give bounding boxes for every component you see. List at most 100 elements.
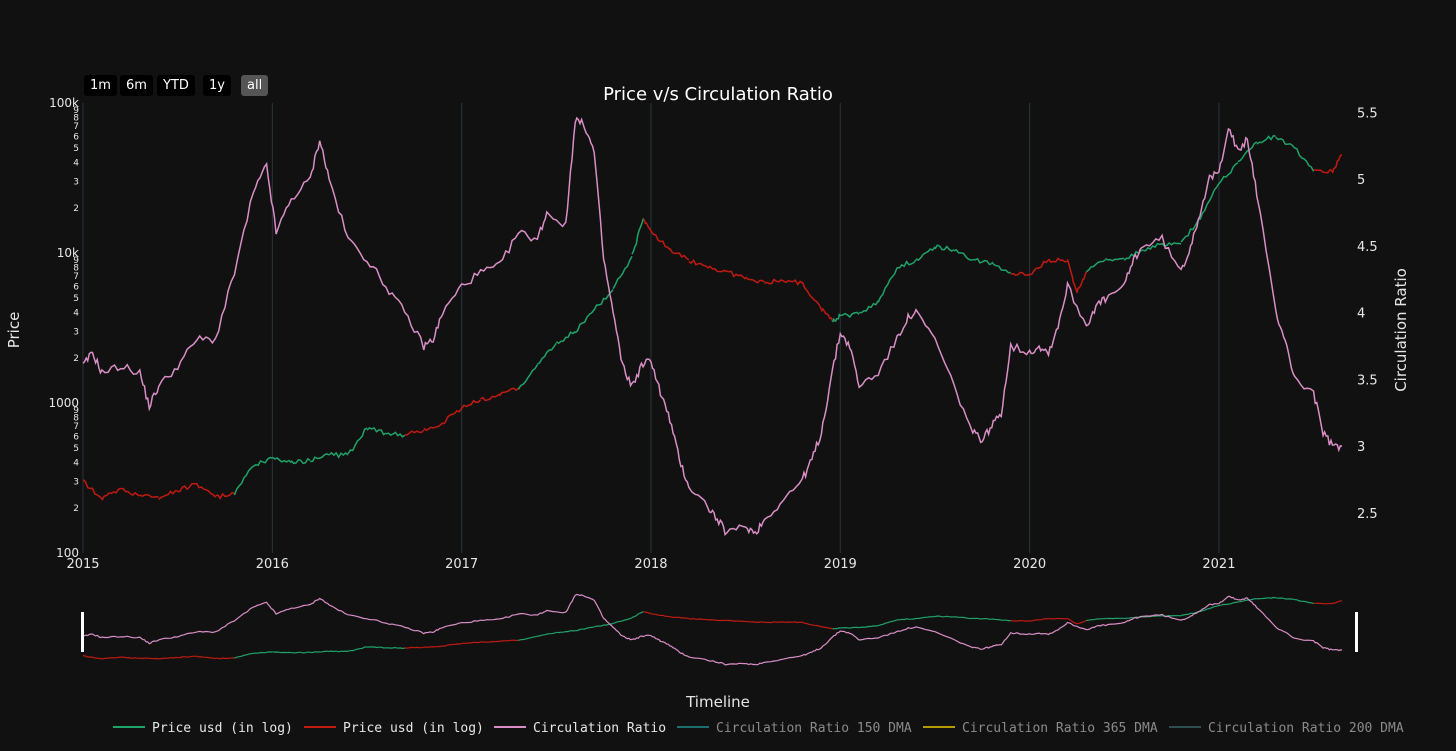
x-tick-2017: 2017 — [445, 557, 478, 572]
y-minor-tick: 2 — [73, 504, 79, 514]
rangeslider-price-segment — [329, 650, 349, 653]
rangeslider-price-segment — [366, 646, 386, 649]
y-minor-tick: 5 — [73, 144, 79, 154]
y-tick-100k: 100k — [49, 96, 79, 110]
rangeslider-price-segment — [991, 618, 1011, 622]
rangeslider-price-segment — [196, 655, 216, 660]
y-minor-tick: 4 — [73, 459, 79, 469]
rangeslider-price-segment — [650, 613, 671, 618]
rangeslider-price-segment — [423, 645, 443, 648]
legend-label: Price usd (in log) — [152, 721, 293, 736]
y-minor-tick: 9 — [73, 406, 79, 416]
price-line-segment — [195, 483, 217, 498]
price-line-segment — [101, 487, 122, 501]
y-minor-tick: 8 — [73, 264, 79, 274]
price-line-segment — [347, 427, 368, 455]
rangeslider-price-segment — [158, 656, 178, 660]
price-line-segment — [536, 342, 557, 365]
y-minor-tick: 2 — [73, 354, 79, 364]
legend-item: Price usd (in log) — [304, 721, 484, 736]
price-line-segment — [460, 399, 482, 410]
rangeslider-price-segment — [518, 635, 538, 641]
y-minor-tick: 3 — [73, 477, 79, 487]
rangeslider-price-segment — [1332, 600, 1342, 605]
rangeslider-price-segment — [272, 651, 292, 654]
price-line-segment — [1143, 242, 1163, 252]
rangeslider-price-segment — [1294, 599, 1314, 605]
price-line-segment — [423, 422, 444, 432]
price-line-segment — [642, 218, 652, 232]
price-line-segment — [801, 281, 823, 310]
rangeslider-price-segment — [82, 655, 102, 660]
price-line-segment — [1275, 136, 1296, 149]
x-tick-2018: 2018 — [634, 557, 667, 572]
rangeslider-price-segment — [1180, 610, 1201, 617]
legend-label: Circulation Ratio 200 DMA — [1208, 721, 1404, 736]
price-line-segment — [271, 456, 292, 464]
rangeslider-price-segment — [291, 651, 311, 654]
y-minor-tick: 6 — [73, 432, 79, 442]
y2-tick-3: 3 — [1357, 440, 1365, 455]
price-line-segment — [953, 248, 973, 261]
price-line-segment — [915, 246, 936, 262]
price-line-segment — [1199, 183, 1220, 221]
range-slider[interactable] — [81, 593, 1358, 666]
price-line-segment — [650, 230, 671, 251]
legend-item: Price usd (in log) — [113, 721, 293, 736]
rangeslider-price-segment — [1275, 597, 1295, 601]
rangeslider-price-segment — [631, 610, 644, 619]
price-line-segment — [310, 452, 330, 463]
y-minor-tick: 8 — [73, 414, 79, 424]
legend-label: Price usd (in log) — [343, 721, 484, 736]
rangeslider-price-segment — [726, 619, 746, 623]
y-minor-tick: 3 — [73, 327, 79, 337]
rangeslider-price-segment — [347, 646, 368, 652]
rangeslider-price-segment — [821, 626, 833, 630]
y-minor-tick: 8 — [73, 114, 79, 124]
price-line-segment — [934, 244, 955, 252]
price-line-segment — [158, 490, 178, 501]
rangeslider-price-segment — [612, 617, 633, 624]
range-button-all[interactable]: all — [241, 75, 269, 96]
price-line-segment — [972, 257, 993, 266]
price-line-segment — [1029, 259, 1050, 276]
price-line-segment — [177, 482, 197, 493]
rangeslider-price-segment — [215, 657, 235, 660]
rangeslider-price-segment — [745, 620, 765, 624]
legend-label: Circulation Ratio 150 DMA — [716, 721, 912, 736]
rangeslider-price-segment — [385, 646, 405, 650]
rangeslider-price-segment — [1237, 598, 1257, 603]
x-tick-2016: 2016 — [256, 557, 289, 572]
rangeslider-price-segment — [669, 616, 689, 620]
legend-item: Circulation Ratio 150 DMA — [677, 721, 912, 736]
y-tick-1000: 1000 — [48, 396, 79, 410]
rangeslider-price-segment — [177, 655, 197, 659]
rangeslider-price-segment — [1048, 617, 1068, 620]
price-line-segment — [366, 426, 387, 436]
y-tick-10k: 10k — [57, 246, 79, 260]
legend[interactable]: Price usd (in log) Price usd (in log) Circ… — [113, 721, 1404, 736]
rangeslider-price-segment — [1199, 605, 1220, 613]
x-tick-2021: 2021 — [1202, 557, 1235, 572]
rangeslider-price-segment — [859, 624, 879, 629]
range-button-1y[interactable]: 1y — [203, 75, 231, 96]
range-button-ytd[interactable]: YTD — [157, 75, 195, 96]
price-line-segment — [574, 309, 595, 334]
price-line-segment — [517, 364, 539, 390]
range-button-6m[interactable]: 6m — [120, 75, 153, 96]
rangeslider-price-segment — [643, 611, 652, 615]
price-line-segment — [783, 279, 803, 286]
range-button-1m[interactable]: 1m — [84, 75, 117, 96]
price-line-segment — [1256, 134, 1276, 145]
rangeslider-right-handle — [1355, 612, 1358, 652]
rangeslider-ratio-line — [82, 593, 1343, 666]
y-minor-tick: 3 — [73, 177, 79, 187]
rangeslider-price-segment — [832, 627, 841, 630]
price-line-segment — [764, 278, 784, 285]
price-line-segment — [1218, 162, 1239, 185]
rangeslider-price-segment — [461, 641, 481, 645]
rangeslider-price-segment — [404, 646, 424, 649]
price-line-segment — [442, 407, 463, 425]
